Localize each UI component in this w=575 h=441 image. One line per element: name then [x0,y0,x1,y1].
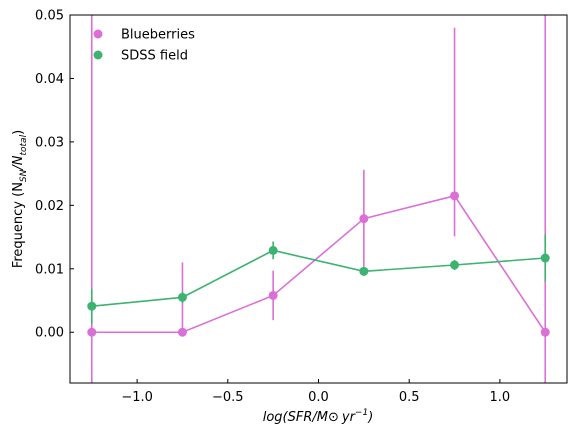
x-tick-label: 1.0 [490,390,511,405]
data-point [268,245,278,255]
x-tick-label: −0.5 [212,390,244,405]
series-blueberries [87,15,550,383]
x-tick-label: 0.5 [399,390,420,405]
legend: Blueberries SDSS field [93,28,195,64]
series-line [91,194,546,334]
data-point [177,327,187,337]
data-point [268,290,278,300]
legend-label: SDSS field [121,49,188,64]
y-tick-label: 0.04 [35,72,64,87]
legend-marker [93,29,103,39]
data-point [450,191,460,201]
data-point [540,253,550,263]
data-point [177,292,187,302]
data-point [359,266,369,276]
y-axis-label: Frequency (NSN/Ntotal) [11,130,29,268]
legend-label: Blueberries [121,28,195,43]
series-sdss-field [87,234,550,324]
data-point [540,327,550,337]
y-tick-label: 0.05 [35,9,64,24]
data-point [450,260,460,270]
x-tick-label: 0.0 [308,390,329,405]
y-tick-label: 0.02 [35,199,64,214]
x-axis-label: log(SFR/M⊙ yr−1) [263,408,374,425]
y-tick-label: 0.03 [35,135,64,150]
plot-area [70,15,567,383]
data-point [87,327,97,337]
y-tick-label: 0.00 [35,326,64,341]
y-tick-label: 0.01 [35,262,64,277]
data-point [359,214,369,224]
data-point [87,301,97,311]
series-line [91,249,546,308]
legend-marker [93,50,103,60]
x-tick-label: −1.0 [121,390,153,405]
